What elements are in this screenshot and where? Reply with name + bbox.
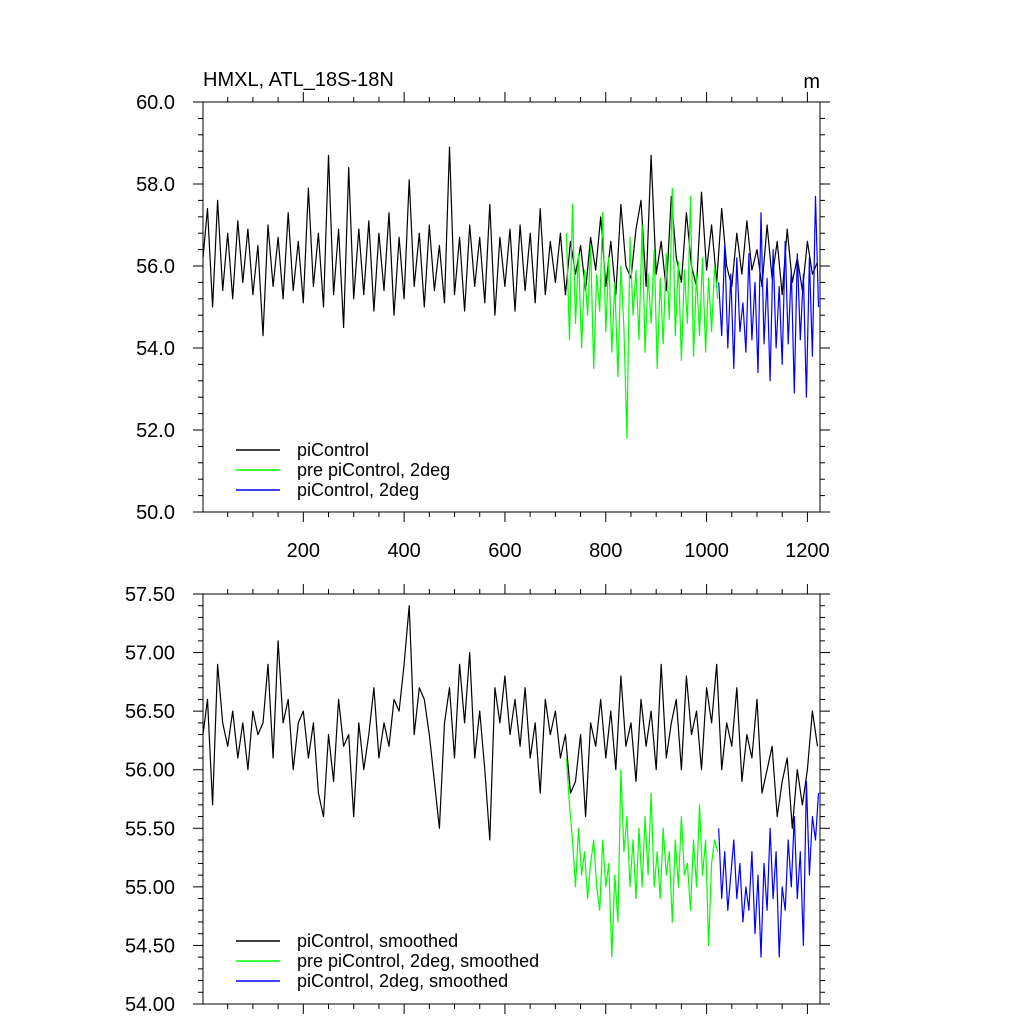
plot-frame bbox=[202, 593, 821, 1005]
plot-frame bbox=[202, 101, 821, 513]
x-tick-label: 800 bbox=[589, 540, 622, 562]
units-label: m bbox=[803, 71, 820, 93]
legend-label: piControl, smoothed bbox=[297, 931, 458, 951]
series-line bbox=[202, 605, 819, 841]
x-tick-label: 1000 bbox=[684, 540, 729, 562]
legend-label: pre piControl, 2deg, smoothed bbox=[297, 951, 539, 971]
y-tick-label: 57.00 bbox=[125, 643, 175, 665]
y-tick-label: 54.00 bbox=[125, 994, 175, 1016]
y-tick-label: 52.0 bbox=[136, 420, 175, 442]
y-tick-label: 56.0 bbox=[136, 256, 175, 278]
x-tick-label: 400 bbox=[387, 540, 420, 562]
x-tick-label: 200 bbox=[287, 540, 320, 562]
series-line bbox=[565, 187, 719, 439]
x-tick-label: 1200 bbox=[785, 540, 830, 562]
series-line bbox=[202, 146, 819, 337]
y-tick-label: 50.0 bbox=[136, 502, 175, 524]
y-tick-label: 57.50 bbox=[125, 584, 175, 606]
y-tick-label: 55.50 bbox=[125, 818, 175, 840]
legend-label: piControl bbox=[297, 440, 369, 460]
series-line bbox=[718, 195, 820, 398]
y-tick-label: 58.0 bbox=[136, 174, 175, 196]
y-tick-label: 60.0 bbox=[136, 92, 175, 114]
legend-label: piControl, 2deg, smoothed bbox=[297, 971, 508, 991]
x-tick-label: 600 bbox=[488, 540, 521, 562]
legend-label: pre piControl, 2deg bbox=[297, 460, 450, 480]
legend-label: piControl, 2deg bbox=[297, 480, 419, 500]
y-tick-label: 55.00 bbox=[125, 877, 175, 899]
y-tick-label: 54.0 bbox=[136, 338, 175, 360]
panel-bottom: 54.00 54.50 55.00 55.50 56.00 56.50 57.00 57.50… bbox=[125, 584, 830, 1016]
y-tick-label: 56.00 bbox=[125, 760, 175, 782]
series-line bbox=[718, 780, 820, 958]
panel-top: HMXL, ATL_18S-18N m 200 400 600 800 1000 1200… bbox=[136, 69, 830, 562]
y-tick-label: 56.50 bbox=[125, 701, 175, 723]
y-tick-label: 54.50 bbox=[125, 935, 175, 957]
series-line bbox=[565, 757, 719, 958]
chart-title: HMXL, ATL_18S-18N bbox=[203, 69, 394, 91]
